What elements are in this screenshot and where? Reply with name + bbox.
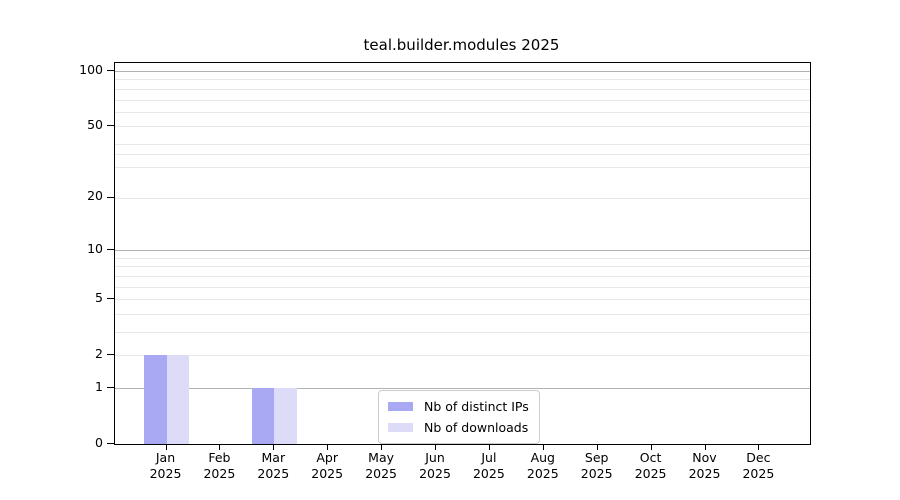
gridline-minor [115,88,810,90]
y-axis-tick-label: 100 [79,61,103,77]
gridline-minor [115,79,810,81]
gridline-minor [115,143,810,145]
x-axis-tick-label: Jun 2025 [404,450,466,481]
x-tick-mark [381,444,383,450]
year-label: 2025 [203,465,236,481]
y-tick-mark [107,249,114,251]
gridline-minor [115,355,810,357]
gridline-minor [115,154,810,156]
legend-label: Nb of distinct IPs [424,399,529,414]
y-tick-mark [107,298,114,300]
y-tick-mark [107,125,114,127]
month-label: Dec [746,450,771,465]
year-label: 2025 [365,465,397,481]
year-label: 2025 [634,465,667,481]
x-axis-tick-label: Nov 2025 [674,450,736,481]
y-axis-tick-label: 20 [87,188,103,204]
month-label: May [368,450,395,465]
year-label: 2025 [149,465,182,481]
year-label: 2025 [311,465,344,481]
year-label: 2025 [419,465,451,481]
y-tick-mark [107,70,114,71]
bar-jan-downloads [166,355,189,444]
y-axis-tick-label: 1 [95,378,103,394]
y-axis-tick-label: 0 [95,434,103,450]
x-axis-tick-label: Apr 2025 [296,450,358,481]
gridline-minor [115,166,810,168]
month-label: Apr [316,450,338,465]
y-tick-mark [107,196,114,198]
month-label: Aug [530,450,555,465]
year-label: 2025 [580,465,613,481]
legend-swatch-downloads [388,423,413,432]
x-axis-tick-label: May 2025 [350,450,412,481]
year-label: 2025 [257,465,290,481]
gridline-major [115,388,810,389]
year-label: 2025 [688,465,721,481]
gridline-minor [115,99,810,101]
x-axis-tick-label: Mar 2025 [242,450,304,481]
x-tick-mark [704,444,706,450]
x-tick-mark [542,444,544,450]
y-tick-mark [107,387,114,388]
month-label: Sep [584,450,609,465]
gridline-minor [115,299,810,301]
x-tick-mark [758,444,760,450]
gridline-minor [115,313,810,315]
y-axis-tick-label: 2 [95,345,103,361]
x-axis-tick-label: Oct 2025 [620,450,682,481]
bar-jan-distinct-ips [144,355,167,444]
bar-mar-downloads [274,388,297,444]
x-tick-mark [596,444,598,450]
legend: Nb of distinct IPs Nb of downloads [378,390,540,444]
x-tick-mark [327,444,329,450]
gridline-major [115,250,810,252]
gridline-minor [115,332,810,333]
legend-entry: Nb of distinct IPs [388,396,529,417]
year-label: 2025 [742,465,775,481]
legend-entry: Nb of downloads [388,417,529,438]
x-axis-tick-label: Feb 2025 [188,450,250,481]
month-label: Jul [481,450,497,465]
month-label: Mar [261,450,286,465]
x-axis-tick-label: Jul 2025 [458,450,520,481]
gridline-minor [115,257,810,259]
x-axis-tick-label: Dec 2025 [727,450,789,481]
month-label: Feb [208,450,231,465]
gridline-minor [115,275,810,277]
year-label: 2025 [526,465,559,481]
legend-swatch-distinct-ips [388,402,413,411]
y-axis-tick-label: 10 [87,240,103,256]
x-tick-mark [165,444,167,450]
legend-label: Nb of downloads [424,420,529,435]
x-axis-tick-label: Jan 2025 [135,450,197,481]
year-label: 2025 [472,465,505,481]
month-label: Jan [155,450,176,465]
month-label: Jun [425,450,445,465]
y-axis-tick-label: 5 [95,289,103,305]
gridline-minor [115,197,810,199]
month-label: Oct [639,450,662,465]
x-tick-mark [488,444,490,450]
x-axis-tick-label: Sep 2025 [566,450,628,481]
month-label: Nov [692,450,717,465]
x-tick-mark [219,444,221,450]
gridline-minor [115,286,810,288]
x-tick-mark [273,444,275,450]
gridline-minor [115,266,810,268]
x-tick-mark [435,444,436,450]
chart-title: teal.builder.modules 2025 [363,36,560,54]
x-axis-tick-label: Aug 2025 [512,450,574,481]
y-axis-tick-label: 50 [87,116,103,132]
y-tick-mark [107,354,114,356]
gridline-minor [115,111,810,113]
gridline-major [115,71,810,72]
y-tick-mark [107,443,114,444]
x-tick-mark [650,444,652,450]
bar-mar-distinct-ips [251,388,275,444]
gridline-minor [115,126,810,128]
plot-area [114,62,811,445]
